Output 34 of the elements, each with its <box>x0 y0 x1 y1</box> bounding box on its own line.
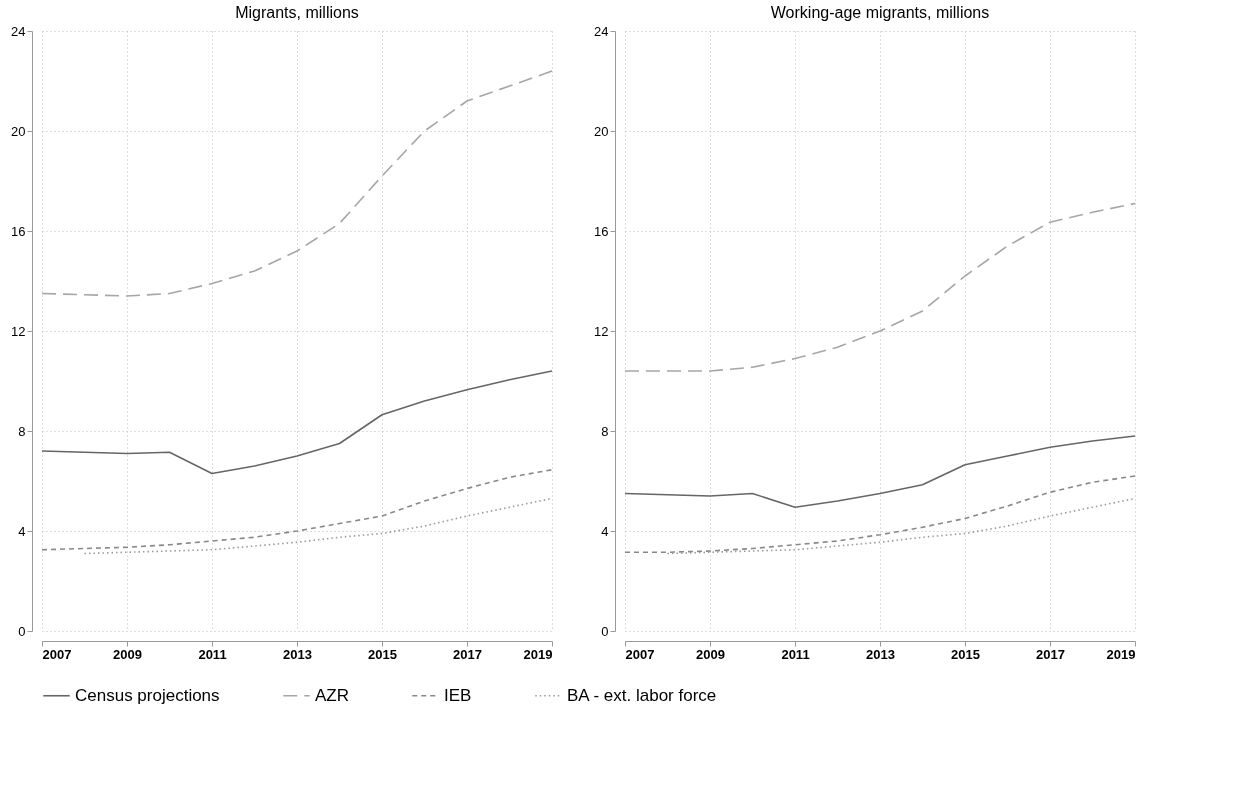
y-tick-label: 20 <box>11 123 26 139</box>
chart-title: Working-age migrants, millions <box>770 4 990 21</box>
x-tick-label: 2011 <box>198 646 227 662</box>
x-tick-label: 2017 <box>453 646 482 662</box>
y-tick-label: 24 <box>11 23 26 39</box>
legend-label: IEB <box>444 685 472 705</box>
x-tick-label: 2019 <box>1106 646 1136 662</box>
x-tick-label: 2011 <box>781 646 810 662</box>
x-tick-label: 2015 <box>951 646 980 662</box>
x-tick-label: 2019 <box>523 646 553 662</box>
x-tick-label: 2007 <box>625 646 655 662</box>
y-tick-label: 4 <box>18 523 26 539</box>
y-tick-label: 0 <box>601 623 609 639</box>
x-tick-label: 2009 <box>113 646 142 662</box>
y-tick-label: 16 <box>594 223 609 239</box>
legend-label: BA - ext. labor force <box>567 685 717 705</box>
x-tick-label: 2015 <box>368 646 397 662</box>
y-tick-label: 0 <box>18 623 26 639</box>
y-tick-label: 16 <box>11 223 26 239</box>
legend-label: AZR <box>315 685 349 705</box>
y-tick-label: 8 <box>18 423 26 439</box>
x-tick-label: 2013 <box>866 646 895 662</box>
y-tick-label: 4 <box>601 523 609 539</box>
y-tick-label: 8 <box>601 423 609 439</box>
chart-title: Migrants, millions <box>235 4 359 21</box>
y-tick-label: 12 <box>11 323 26 339</box>
y-tick-label: 20 <box>594 123 609 139</box>
legend-label: Census projections <box>75 685 220 705</box>
x-tick-label: 2007 <box>42 646 72 662</box>
y-tick-label: 12 <box>594 323 609 339</box>
x-tick-label: 2013 <box>283 646 312 662</box>
y-tick-label: 24 <box>594 23 609 39</box>
x-tick-label: 2017 <box>1036 646 1065 662</box>
x-tick-label: 2009 <box>696 646 725 662</box>
